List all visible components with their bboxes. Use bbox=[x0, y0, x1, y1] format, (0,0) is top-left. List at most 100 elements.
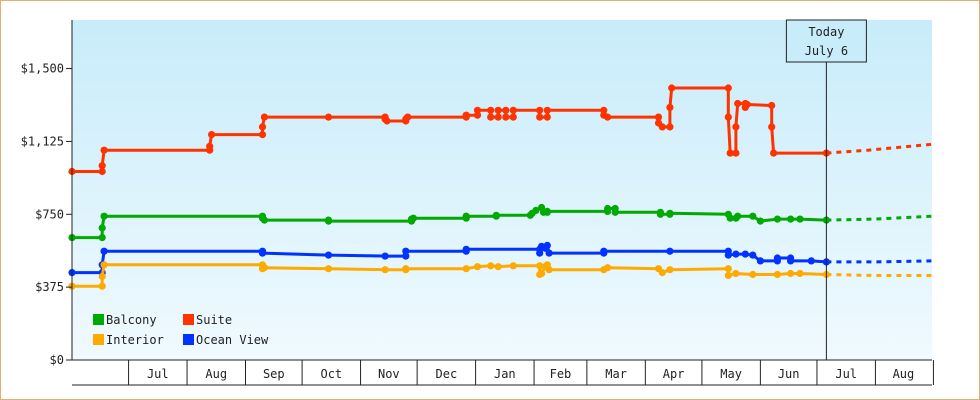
data-point bbox=[658, 123, 666, 131]
data-point bbox=[324, 251, 333, 259]
month-label: Feb bbox=[550, 367, 572, 381]
data-point bbox=[487, 113, 495, 121]
data-point bbox=[536, 106, 544, 114]
data-point bbox=[658, 269, 666, 277]
data-point bbox=[492, 211, 500, 219]
data-point bbox=[770, 149, 778, 157]
data-point bbox=[666, 247, 674, 255]
y-tick-label: $750 bbox=[35, 207, 64, 221]
data-point bbox=[462, 265, 470, 273]
data-point bbox=[324, 217, 333, 225]
data-point bbox=[724, 84, 732, 92]
data-point bbox=[260, 113, 268, 121]
data-point bbox=[260, 264, 268, 272]
data-point bbox=[536, 249, 544, 257]
series-balcony bbox=[68, 203, 933, 242]
today-date-label: July 6 bbox=[805, 44, 848, 58]
data-point bbox=[473, 263, 482, 271]
legend-swatch bbox=[93, 314, 104, 325]
legend-swatch bbox=[183, 334, 194, 345]
month-label: Jul bbox=[147, 367, 169, 381]
data-point bbox=[404, 113, 412, 121]
month-label: Mar bbox=[605, 367, 627, 381]
data-point bbox=[773, 270, 782, 279]
data-point bbox=[743, 100, 751, 109]
data-point bbox=[768, 123, 776, 131]
data-point bbox=[724, 271, 732, 280]
month-label: Aug bbox=[893, 367, 915, 381]
data-point bbox=[462, 212, 470, 220]
legend-label: Ocean View bbox=[196, 333, 269, 347]
y-tick-label: $1,125 bbox=[21, 134, 64, 148]
data-point bbox=[258, 131, 267, 139]
data-point bbox=[604, 264, 612, 272]
data-point bbox=[402, 265, 410, 273]
data-point bbox=[600, 247, 608, 255]
data-point bbox=[787, 269, 795, 278]
data-point bbox=[206, 142, 214, 150]
data-point bbox=[98, 282, 106, 290]
data-point bbox=[473, 106, 482, 114]
data-point bbox=[656, 210, 665, 218]
data-point bbox=[724, 113, 732, 121]
data-point bbox=[509, 113, 517, 121]
month-label: Aug bbox=[205, 367, 227, 381]
plot-background bbox=[72, 20, 932, 360]
data-point bbox=[768, 101, 776, 110]
data-point bbox=[545, 266, 553, 274]
month-label: Jan bbox=[494, 367, 516, 381]
data-point bbox=[807, 257, 815, 265]
data-point bbox=[749, 251, 757, 259]
data-point bbox=[402, 247, 410, 255]
month-label: Sep bbox=[263, 367, 285, 381]
month-label: Jun bbox=[778, 367, 800, 381]
data-point bbox=[258, 123, 267, 131]
month-label: Nov bbox=[378, 367, 400, 381]
y-tick-label: $1,500 bbox=[21, 62, 64, 76]
legend-swatch bbox=[183, 314, 194, 325]
data-point bbox=[258, 249, 267, 257]
data-point bbox=[98, 162, 106, 170]
data-point bbox=[409, 214, 417, 222]
data-point bbox=[100, 212, 108, 220]
data-point bbox=[796, 269, 804, 278]
data-point bbox=[724, 251, 732, 259]
data-point bbox=[749, 212, 757, 220]
data-point bbox=[732, 149, 740, 157]
legend: Balcony Suite Interior Ocean View bbox=[93, 313, 269, 347]
month-label: Apr bbox=[663, 367, 685, 381]
data-point bbox=[536, 113, 544, 121]
data-point bbox=[543, 241, 551, 249]
data-point bbox=[756, 217, 765, 225]
data-point bbox=[509, 262, 517, 270]
y-tick-label: $0 bbox=[50, 353, 64, 367]
data-point bbox=[487, 262, 495, 270]
data-point bbox=[324, 265, 333, 273]
legend-label: Balcony bbox=[106, 313, 157, 327]
month-label: May bbox=[720, 367, 742, 381]
data-point bbox=[741, 250, 749, 258]
data-point bbox=[732, 269, 740, 278]
data-point bbox=[381, 252, 389, 260]
data-point bbox=[756, 257, 765, 265]
legend-label: Suite bbox=[196, 313, 232, 327]
data-point bbox=[208, 131, 216, 139]
today-label: Today bbox=[808, 25, 844, 39]
data-point bbox=[654, 113, 663, 121]
data-point bbox=[494, 113, 502, 121]
legend-swatch bbox=[93, 334, 104, 345]
data-point bbox=[494, 106, 502, 114]
data-point bbox=[604, 113, 612, 121]
data-point bbox=[98, 234, 106, 242]
data-point bbox=[100, 261, 108, 269]
data-point bbox=[732, 123, 740, 131]
data-point bbox=[666, 123, 674, 131]
data-point bbox=[543, 113, 551, 121]
today-box bbox=[785, 19, 867, 63]
data-point bbox=[734, 99, 742, 108]
data-point bbox=[462, 245, 470, 253]
data-point bbox=[796, 215, 804, 223]
data-point bbox=[732, 250, 740, 258]
data-point bbox=[611, 208, 619, 216]
